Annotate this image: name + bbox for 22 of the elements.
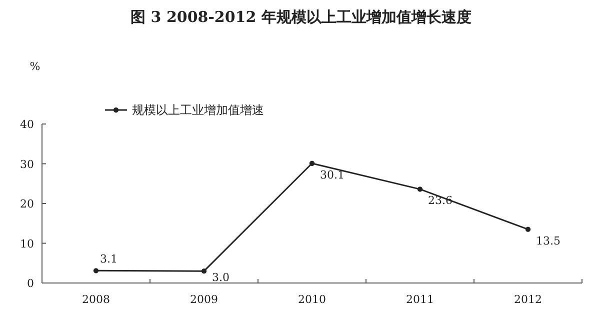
data-label: 13.5	[536, 234, 560, 248]
data-label: 30.1	[320, 168, 344, 182]
y-tick-label: 40	[20, 118, 34, 131]
data-label: 3.0	[212, 271, 230, 284]
chart-title: 图 3 2008-2012 年规模以上工业增加值增长速度	[130, 8, 472, 26]
x-tick-label: 2010	[298, 293, 326, 306]
point	[417, 186, 423, 192]
y-tick-label: 30	[20, 158, 34, 171]
x-tick-label: 2008	[82, 293, 110, 306]
x-tick-label: 2012	[514, 293, 542, 306]
y-tick-label: 10	[20, 237, 34, 250]
x-tick-label: 2011	[406, 293, 434, 306]
point	[309, 160, 315, 166]
point	[93, 268, 99, 274]
x-tick-label: 2009	[190, 293, 218, 306]
y-axis-title: %	[30, 60, 40, 73]
y-tick-label: 20	[20, 198, 34, 210]
point	[201, 268, 207, 274]
data-label: 3.1	[100, 252, 118, 266]
legend-label: 规模以上工业增加值增速	[132, 103, 264, 117]
y-tick-label: 0	[27, 277, 34, 290]
point	[525, 226, 531, 232]
